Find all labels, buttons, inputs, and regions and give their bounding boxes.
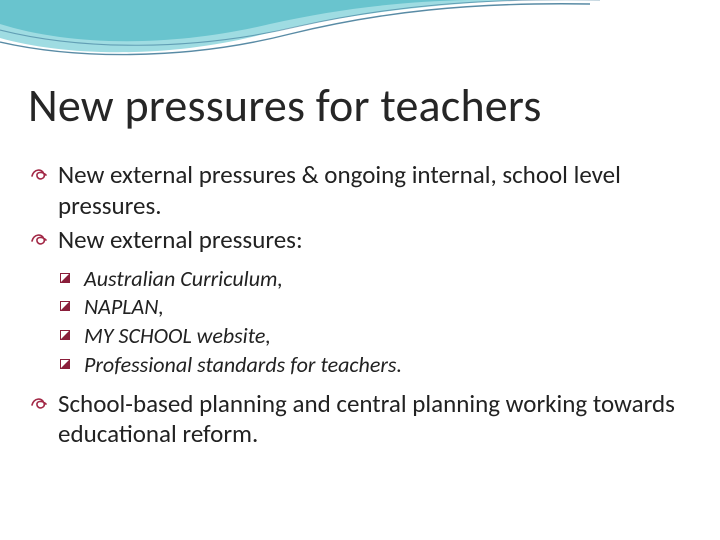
bullet-text: NAPLAN,	[84, 293, 164, 320]
bullet-level2: Australian Curriculum,	[30, 266, 690, 293]
bullet-text: New external pressures:	[58, 224, 303, 255]
bullet-text: Australian Curriculum,	[84, 265, 283, 292]
box-bullet-icon	[60, 359, 70, 369]
slide-title: New pressures for teachers	[28, 78, 692, 134]
bullet-level1: New external pressures:	[30, 225, 690, 256]
swirl-bullet-icon	[30, 164, 50, 191]
bullet-level2: NAPLAN,	[30, 294, 690, 321]
sub-bullet-group: Australian Curriculum, NAPLAN, MY SCHOOL…	[30, 266, 690, 379]
bullet-level1: School-based planning and central planni…	[30, 389, 690, 450]
slide-body: New external pressures & ongoing interna…	[30, 160, 690, 454]
wave-decoration	[0, 0, 720, 80]
bullet-text: School-based planning and central planni…	[58, 388, 675, 450]
box-bullet-icon	[60, 301, 70, 311]
slide: New pressures for teachers New external …	[0, 0, 720, 540]
bullet-text: Professional standards for teachers.	[84, 351, 402, 378]
bullet-text: New external pressures & ongoing interna…	[58, 159, 621, 221]
swirl-bullet-icon	[30, 229, 50, 256]
bullet-level2: Professional standards for teachers.	[30, 352, 690, 379]
swirl-bullet-icon	[30, 393, 50, 420]
bullet-text: MY SCHOOL website,	[84, 322, 271, 349]
bullet-level1: New external pressures & ongoing interna…	[30, 160, 690, 221]
bullet-level2: MY SCHOOL website,	[30, 323, 690, 350]
box-bullet-icon	[60, 330, 70, 340]
box-bullet-icon	[60, 273, 70, 283]
